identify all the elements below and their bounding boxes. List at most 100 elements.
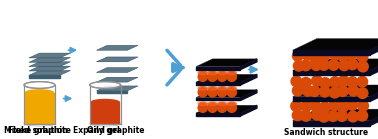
Circle shape <box>319 51 329 62</box>
Circle shape <box>358 100 369 111</box>
Circle shape <box>357 88 368 98</box>
Ellipse shape <box>90 121 121 126</box>
Circle shape <box>338 51 348 61</box>
Circle shape <box>348 85 359 96</box>
Polygon shape <box>96 68 138 72</box>
Circle shape <box>338 86 348 96</box>
Text: Oily gel: Oily gel <box>87 126 120 135</box>
Polygon shape <box>196 74 257 82</box>
Circle shape <box>291 101 301 111</box>
Circle shape <box>198 103 208 112</box>
Ellipse shape <box>198 102 208 106</box>
Circle shape <box>346 49 357 60</box>
Circle shape <box>293 50 303 61</box>
Polygon shape <box>29 57 70 62</box>
Circle shape <box>320 78 330 88</box>
Polygon shape <box>196 82 240 85</box>
Circle shape <box>338 76 349 86</box>
Circle shape <box>319 102 330 113</box>
Circle shape <box>330 77 340 87</box>
Circle shape <box>208 72 217 81</box>
Circle shape <box>358 61 368 72</box>
Circle shape <box>227 72 236 81</box>
Circle shape <box>330 49 341 60</box>
Polygon shape <box>29 53 70 58</box>
Circle shape <box>328 111 338 121</box>
Polygon shape <box>293 59 378 70</box>
Polygon shape <box>96 45 138 50</box>
Polygon shape <box>240 74 257 85</box>
Polygon shape <box>196 105 257 113</box>
Polygon shape <box>293 121 370 126</box>
Circle shape <box>302 49 313 60</box>
Polygon shape <box>293 70 370 75</box>
Circle shape <box>311 60 322 70</box>
Circle shape <box>329 87 340 98</box>
Circle shape <box>311 75 322 86</box>
Circle shape <box>309 52 320 62</box>
Polygon shape <box>370 109 378 126</box>
Circle shape <box>357 76 367 87</box>
Polygon shape <box>96 57 138 62</box>
Circle shape <box>312 109 322 120</box>
Circle shape <box>302 85 313 96</box>
Polygon shape <box>240 105 257 116</box>
Circle shape <box>301 60 311 71</box>
Polygon shape <box>196 90 257 98</box>
Circle shape <box>208 103 217 112</box>
Polygon shape <box>293 85 378 97</box>
Ellipse shape <box>208 102 217 106</box>
Circle shape <box>292 110 303 121</box>
Ellipse shape <box>227 71 236 75</box>
Polygon shape <box>196 113 240 116</box>
Ellipse shape <box>227 102 236 106</box>
Polygon shape <box>91 102 119 123</box>
Ellipse shape <box>24 121 55 126</box>
Circle shape <box>347 77 358 87</box>
Polygon shape <box>293 39 378 50</box>
Circle shape <box>217 72 227 81</box>
Polygon shape <box>96 77 138 82</box>
Ellipse shape <box>24 82 55 88</box>
Circle shape <box>347 59 358 70</box>
Circle shape <box>338 102 348 112</box>
Polygon shape <box>96 86 138 91</box>
Polygon shape <box>29 70 70 75</box>
Ellipse shape <box>217 102 227 106</box>
Circle shape <box>319 60 329 70</box>
Polygon shape <box>240 59 257 70</box>
Polygon shape <box>29 66 70 71</box>
Polygon shape <box>196 59 257 67</box>
Polygon shape <box>293 50 370 55</box>
Circle shape <box>217 88 227 97</box>
Circle shape <box>217 103 227 112</box>
Ellipse shape <box>198 87 208 90</box>
Text: Sandwich structure: Sandwich structure <box>284 127 369 136</box>
Circle shape <box>301 77 311 88</box>
Polygon shape <box>25 93 54 123</box>
Polygon shape <box>196 67 240 70</box>
Ellipse shape <box>90 82 121 88</box>
Ellipse shape <box>208 71 217 75</box>
Circle shape <box>347 100 358 110</box>
Circle shape <box>293 85 303 96</box>
Circle shape <box>293 60 304 71</box>
Circle shape <box>227 103 236 112</box>
Polygon shape <box>370 39 378 55</box>
Text: Mixed solution: Mixed solution <box>4 126 68 135</box>
Circle shape <box>198 88 208 97</box>
Circle shape <box>319 86 330 97</box>
Polygon shape <box>370 85 378 101</box>
Ellipse shape <box>217 71 227 75</box>
Ellipse shape <box>227 87 236 90</box>
Circle shape <box>339 60 350 71</box>
Ellipse shape <box>25 90 54 96</box>
Polygon shape <box>370 59 378 75</box>
Circle shape <box>309 86 320 96</box>
Polygon shape <box>293 97 370 101</box>
Ellipse shape <box>91 100 119 105</box>
Circle shape <box>337 111 347 121</box>
Circle shape <box>328 60 339 70</box>
Text: Expand graphite: Expand graphite <box>73 126 145 135</box>
Circle shape <box>319 111 329 122</box>
